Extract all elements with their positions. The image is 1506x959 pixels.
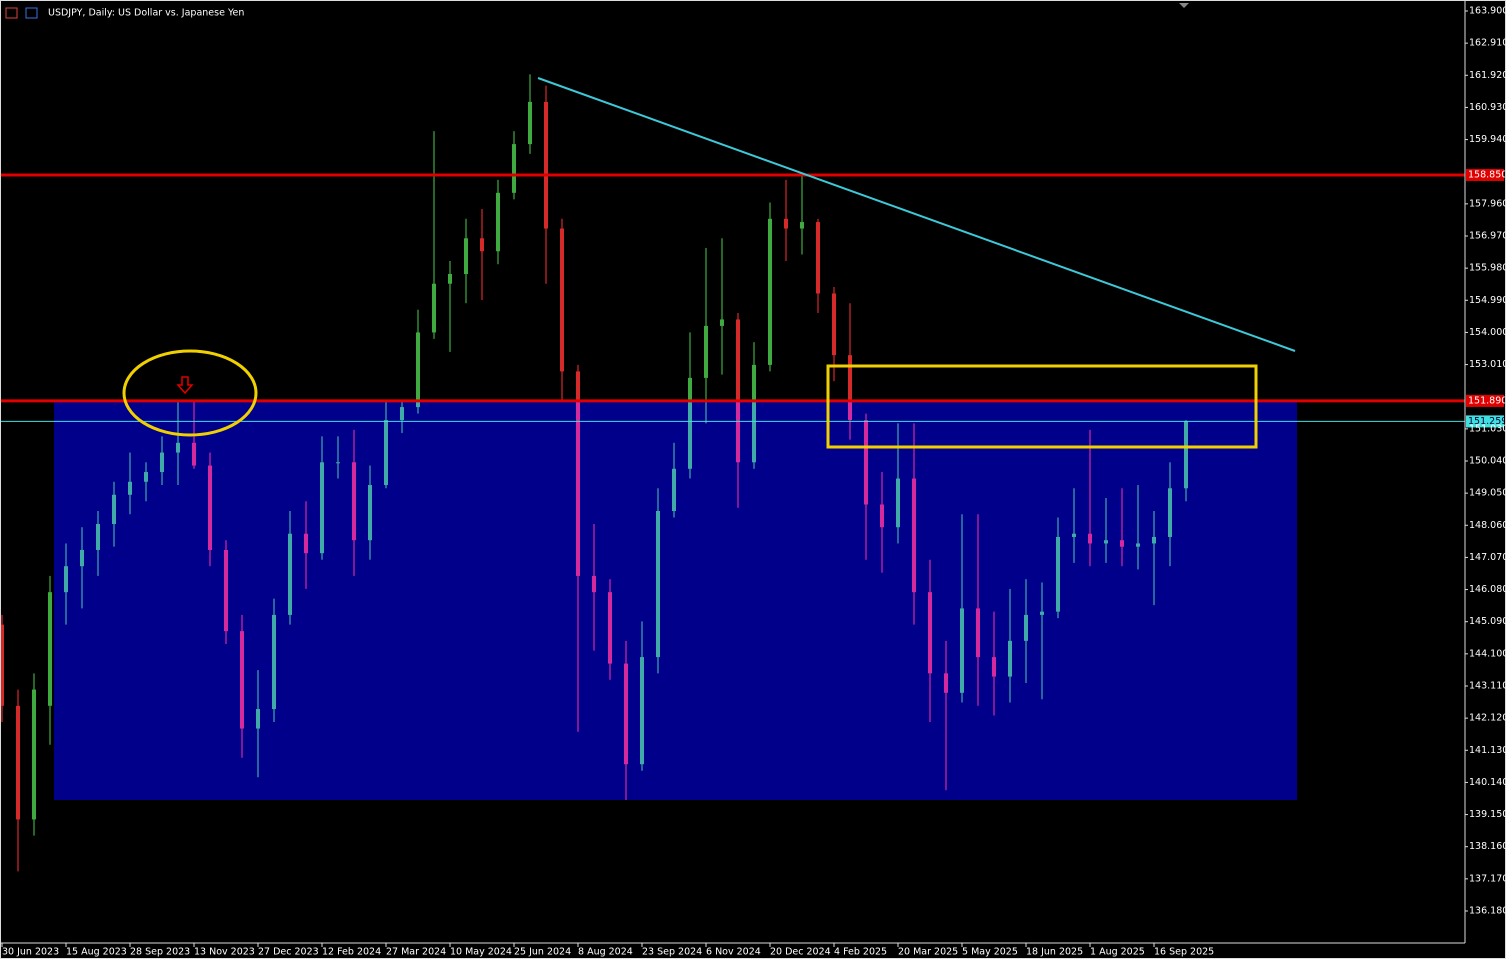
- x-tick-label: 1 Aug 2025: [1090, 947, 1145, 958]
- y-tick-label: 147.070: [1469, 552, 1506, 563]
- x-tick-label: 20 Mar 2025: [898, 947, 958, 958]
- zone-rectangle: [54, 401, 1297, 800]
- y-tick-label: 163.900: [1469, 6, 1506, 17]
- x-tick-label: 18 Jun 2025: [1026, 947, 1083, 958]
- y-tick-label: 151.030: [1469, 423, 1506, 434]
- y-tick-label: 157.960: [1469, 198, 1506, 209]
- candle-body: [848, 355, 852, 421]
- price-tag-label: 151.890: [1468, 395, 1506, 406]
- y-tick-label: 142.120: [1469, 713, 1506, 724]
- x-tick-label: 10 May 2024: [450, 947, 512, 958]
- candle-body: [16, 705, 20, 820]
- down-arrow: [176, 376, 194, 395]
- axes: 163.900 162.910 161.920 160.930 159.940 157.9…: [1, 6, 1506, 958]
- y-tick-label: 150.040: [1469, 455, 1506, 466]
- price-tag: [1466, 415, 1504, 428]
- candle-body: [544, 101, 548, 229]
- y-tick-label: 144.100: [1469, 648, 1506, 659]
- y-tick-label: 146.080: [1469, 584, 1506, 595]
- candle-body: [464, 238, 468, 274]
- x-tick-label: 27 Mar 2024: [386, 947, 446, 958]
- y-tick-label: 161.920: [1469, 70, 1506, 81]
- x-tick-label: 25 Jun 2024: [514, 947, 571, 958]
- y-tick-label: 140.140: [1469, 777, 1506, 788]
- candle-body: [432, 283, 436, 333]
- candle-body: [480, 238, 484, 252]
- x-tick-label: 4 Feb 2025: [834, 947, 887, 958]
- candle-body: [704, 325, 708, 378]
- x-tick-label: 6 Nov 2024: [706, 947, 761, 958]
- price-tag-label: 151.259: [1468, 416, 1506, 427]
- x-tick-label: 20 Dec 2024: [770, 947, 831, 958]
- trend-line: [537, 77, 1296, 352]
- x-tick-label: 23 Sep 2024: [642, 947, 702, 958]
- x-tick-label: 15 Aug 2023: [66, 947, 127, 958]
- y-tick-label: 149.050: [1469, 488, 1506, 499]
- price-tag: [1466, 168, 1504, 181]
- y-tick-label: 143.110: [1469, 680, 1506, 691]
- highlight-ellipse: [122, 349, 258, 437]
- candle-body: [512, 144, 516, 193]
- chart-title: USDJPY, Daily: US Dollar vs. Japanese Ye…: [48, 8, 244, 19]
- x-tick-label: 5 May 2025: [962, 947, 1018, 958]
- x-tick-label: 12 Feb 2024: [322, 947, 381, 958]
- y-tick-label: 137.170: [1469, 873, 1506, 884]
- candle-body: [720, 319, 724, 326]
- y-tick-label: 148.060: [1469, 520, 1506, 531]
- y-tick-label: 160.930: [1469, 102, 1506, 113]
- candle-body: [784, 218, 788, 229]
- y-tick-label: 159.940: [1469, 134, 1506, 145]
- y-tick-label: 153.010: [1469, 359, 1506, 370]
- y-tick-label: 154.000: [1469, 327, 1506, 338]
- levels: 158.850 151.890 151.259: [0, 168, 1506, 428]
- y-tick-label: 141.130: [1469, 745, 1506, 756]
- y-tick-label: 154.990: [1469, 295, 1506, 306]
- y-tick-label: 155.980: [1469, 263, 1506, 274]
- candle-body: [0, 624, 4, 706]
- x-tick-label: 30 Jun 2023: [2, 947, 59, 958]
- price-tag: [1466, 394, 1504, 407]
- y-tick-label: 136.180: [1469, 905, 1506, 916]
- candle-body: [496, 192, 500, 252]
- icon: [5, 7, 18, 19]
- candle-body: [448, 273, 452, 284]
- candle-body: [800, 222, 804, 229]
- candle-body: [48, 592, 52, 706]
- candle-body: [816, 222, 820, 294]
- price-tag-label: 158.850: [1468, 169, 1506, 180]
- highlight-box: [826, 364, 1258, 449]
- y-tick-label: 138.160: [1469, 841, 1506, 852]
- candle-body: [560, 228, 564, 372]
- y-tick-label: 156.970: [1469, 231, 1506, 242]
- x-tick-label: 27 Dec 2023: [258, 947, 319, 958]
- y-tick-label: 139.150: [1469, 809, 1506, 820]
- x-tick-label: 28 Sep 2023: [130, 947, 190, 958]
- candle-body: [528, 101, 532, 145]
- candle-body: [832, 293, 836, 356]
- candle-body: [32, 689, 36, 820]
- x-tick-label: 16 Sep 2025: [1154, 947, 1214, 958]
- x-tick-label: 13 Nov 2023: [194, 947, 255, 958]
- candle-body: [736, 319, 740, 463]
- x-tick-label: 8 Aug 2024: [578, 947, 633, 958]
- y-tick-label: 162.910: [1469, 38, 1506, 49]
- y-tick-label: 145.090: [1469, 616, 1506, 627]
- candle-body: [768, 218, 772, 365]
- scroll-marker: [1179, 3, 1189, 8]
- icon: [25, 7, 38, 19]
- candle-body: [416, 332, 420, 408]
